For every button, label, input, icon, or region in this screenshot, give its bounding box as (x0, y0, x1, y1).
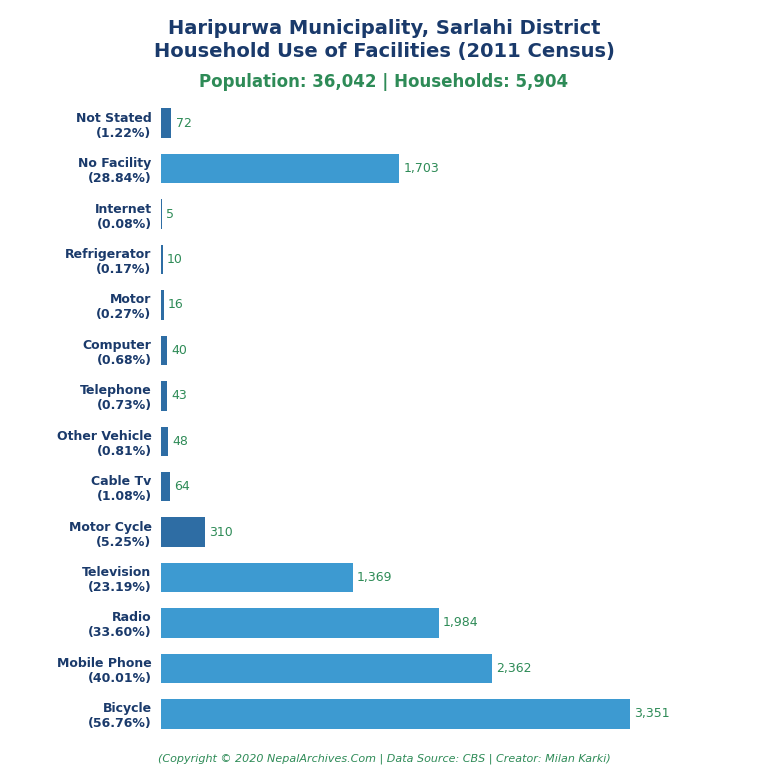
Text: 43: 43 (171, 389, 187, 402)
Text: 72: 72 (176, 117, 191, 130)
Text: (Copyright © 2020 NepalArchives.Com | Data Source: CBS | Creator: Milan Karki): (Copyright © 2020 NepalArchives.Com | Da… (157, 753, 611, 764)
Text: 1,703: 1,703 (403, 162, 439, 175)
Text: Household Use of Facilities (2011 Census): Household Use of Facilities (2011 Census… (154, 42, 614, 61)
Bar (161, 518, 204, 547)
Bar (161, 472, 170, 502)
Text: 310: 310 (209, 525, 233, 538)
Text: 3,351: 3,351 (634, 707, 670, 720)
Bar (161, 108, 171, 138)
Text: 64: 64 (174, 480, 190, 493)
Bar (161, 154, 399, 184)
Text: 16: 16 (167, 299, 184, 312)
Text: Haripurwa Municipality, Sarlahi District: Haripurwa Municipality, Sarlahi District (167, 19, 601, 38)
Bar (161, 608, 439, 637)
Text: 2,362: 2,362 (495, 662, 531, 675)
Text: 48: 48 (172, 435, 188, 448)
Bar (161, 336, 167, 365)
Text: Population: 36,042 | Households: 5,904: Population: 36,042 | Households: 5,904 (200, 73, 568, 91)
Bar (161, 563, 353, 592)
Bar (161, 245, 163, 274)
Bar (161, 654, 492, 684)
Text: 40: 40 (171, 344, 187, 357)
Bar (161, 699, 630, 729)
Text: 1,984: 1,984 (443, 617, 478, 630)
Bar (161, 290, 164, 319)
Text: 10: 10 (167, 253, 183, 266)
Bar (161, 426, 168, 456)
Text: 1,369: 1,369 (357, 571, 392, 584)
Text: 5: 5 (166, 207, 174, 220)
Bar (161, 381, 167, 411)
